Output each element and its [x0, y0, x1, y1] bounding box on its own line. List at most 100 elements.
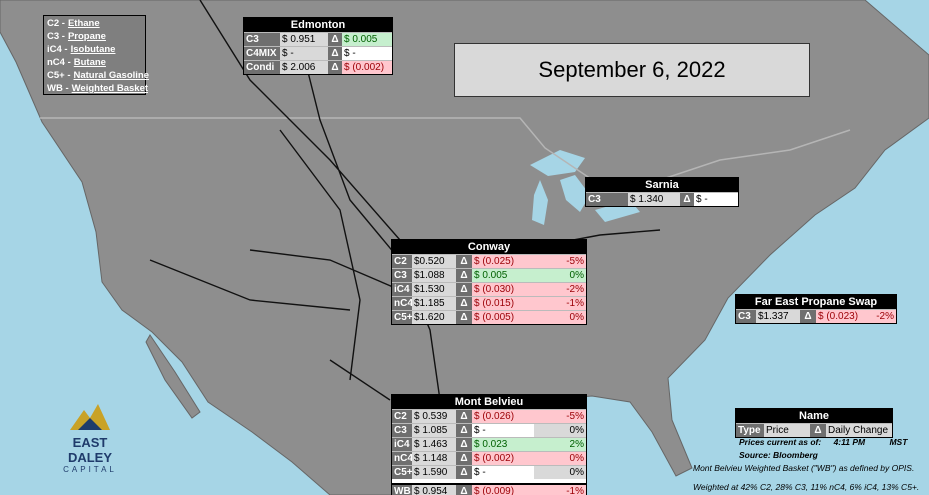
- table-cell: iC4: [392, 283, 412, 296]
- table-cell: $ 1.148: [412, 452, 456, 465]
- date-box: September 6, 2022: [454, 43, 810, 97]
- table-row: nC4 $ 1.148 Δ $ (0.002) 0%: [392, 451, 586, 465]
- table-cell: $ (0.015): [472, 297, 534, 310]
- table-cell: $ 1.085: [412, 424, 456, 437]
- table-cell: Δ: [456, 438, 472, 451]
- table-row: C3 $ 0.951 Δ $ 0.005: [244, 32, 392, 46]
- price-table: Sarnia C3 $ 1.340 Δ $ -: [585, 177, 739, 207]
- table-cell: Δ: [328, 33, 342, 46]
- table-cell: -5%: [534, 410, 586, 423]
- table-cell: $ (0.023): [816, 310, 866, 323]
- table-cell: -2%: [534, 283, 586, 296]
- logo-sub: CAPITAL: [63, 465, 117, 474]
- table-cell: $1.530: [412, 283, 456, 296]
- table-row: WB $ 0.954 Δ $ (0.009) -1%: [392, 483, 586, 495]
- note: Source: Bloomberg: [739, 450, 818, 460]
- table-row: C3 $ 1.085 Δ $ -0%: [392, 423, 586, 437]
- table-cell: 0%: [534, 424, 586, 437]
- price-table: Far East Propane Swap C3 $1.337 Δ $ (0.023) -…: [735, 294, 897, 324]
- logo-name: EAST DALEY: [67, 435, 113, 465]
- table-cell: $ (0.026): [472, 410, 534, 423]
- table-cell: $ 0.539: [412, 410, 456, 423]
- table-row: C5+ $ 1.590 Δ $ -0%: [392, 465, 586, 479]
- baja: [145, 334, 201, 419]
- table-cell: $ (0.002): [472, 452, 534, 465]
- table-title: Mont Belvieu: [392, 395, 586, 409]
- table-cell: -1%: [534, 297, 586, 310]
- legend-name: Butane: [73, 57, 106, 68]
- table-cell: 0%: [534, 466, 586, 479]
- price-table: Conway C2 $0.520 Δ $ (0.025) -5% C3 $1.088 Δ $ 0.…: [391, 239, 587, 325]
- table-row: C2 $0.520 Δ $ (0.025) -5%: [392, 254, 586, 268]
- table-cell: Δ: [328, 61, 342, 74]
- legend-code: C5+ -: [47, 70, 71, 81]
- note: MST: [889, 437, 908, 447]
- table-row: Condi $ 2.006 Δ $ (0.002): [244, 60, 392, 74]
- table-cell: Δ: [680, 193, 694, 206]
- table-cell: $ 1.340: [628, 193, 680, 206]
- legend-code: iC4 -: [47, 44, 68, 55]
- table-cell: $ (0.030): [472, 283, 534, 296]
- table-cell: $ 1.463: [412, 438, 456, 451]
- table-cell: Type: [736, 424, 764, 437]
- table-cell: C2: [392, 255, 412, 268]
- table-cell: 0%: [534, 452, 586, 465]
- table-cell: C3: [392, 269, 412, 282]
- table-cell: $ 2.006: [280, 61, 328, 74]
- table-cell: Price: [764, 424, 810, 437]
- legend-code: nC4 -: [47, 57, 71, 68]
- table-cell: $ -: [694, 193, 738, 206]
- note: 4:11 PM: [833, 437, 866, 447]
- legend-item: C3 - Propane: [47, 30, 142, 43]
- table-row: iC4 $1.530 Δ $ (0.030) -2%: [392, 282, 586, 296]
- table-row: C3 $ 1.340 Δ $ -: [586, 192, 738, 206]
- table-cell: Δ: [456, 297, 472, 310]
- table-cell: Δ: [456, 485, 472, 495]
- table-cell: $ -: [280, 47, 328, 60]
- legend-name: Isobutane: [70, 44, 116, 55]
- logo-mark: [70, 404, 110, 430]
- table-row: C3 $1.337 Δ $ (0.023) -2%: [736, 309, 896, 323]
- table-row: C3 $1.088 Δ $ 0.005 0%: [392, 268, 586, 282]
- legend-item: nC4 - Butane: [47, 56, 142, 69]
- table-cell: 0%: [534, 311, 586, 324]
- table-cell: 2%: [534, 438, 586, 451]
- legend: C2 - Ethane C3 - Propane iC4 - Isobutane nC4 -…: [43, 15, 149, 95]
- table-cell: $1.185: [412, 297, 456, 310]
- table-title: Sarnia: [586, 178, 738, 192]
- table-cell: Δ: [456, 311, 472, 324]
- table-cell: C3: [244, 33, 280, 46]
- table-cell: Δ: [456, 410, 472, 423]
- table-cell: C3: [586, 193, 628, 206]
- table-cell: $ 0.005: [342, 33, 392, 46]
- table-cell: -2%: [866, 310, 896, 323]
- table-cell: C3: [736, 310, 756, 323]
- legend-item: WB - Weighted Basket: [47, 82, 148, 95]
- legend-name: Natural Gasoline: [73, 70, 150, 81]
- table-cell: Daily Change: [826, 424, 892, 437]
- table-row: iC4 $ 1.463 Δ $ 0.023 2%: [392, 437, 586, 451]
- table-cell: $ -: [472, 424, 534, 437]
- table-cell: $ (0.005): [472, 311, 534, 324]
- table-cell: Δ: [810, 424, 826, 437]
- table-cell: $1.620: [412, 311, 456, 324]
- table-cell: Δ: [800, 310, 816, 323]
- table-cell: $ (0.009): [472, 485, 534, 495]
- legend-name: Weighted Basket: [71, 83, 149, 94]
- table-cell: $ 0.954: [412, 485, 456, 495]
- table-cell: $1.088: [412, 269, 456, 282]
- table-cell: nC4: [392, 452, 412, 465]
- logo: EAST DALEY CAPITAL: [58, 402, 122, 474]
- legend-code: C3 -: [47, 31, 65, 42]
- legend-item: C2 - Ethane: [47, 17, 142, 30]
- price-table: Edmonton C3 $ 0.951 Δ $ 0.005 C4MIX $ - Δ $ - Con…: [243, 17, 393, 75]
- table-cell: Δ: [456, 466, 472, 479]
- table-row: C4MIX $ - Δ $ -: [244, 46, 392, 60]
- table-cell: $0.520: [412, 255, 456, 268]
- legend-item: iC4 - Isobutane: [47, 43, 142, 56]
- table-cell: Δ: [456, 255, 472, 268]
- table-title: Edmonton: [244, 18, 392, 32]
- table-cell: Condi: [244, 61, 280, 74]
- note: Mont Belvieu Weighted Basket ("WB") as d…: [693, 463, 915, 473]
